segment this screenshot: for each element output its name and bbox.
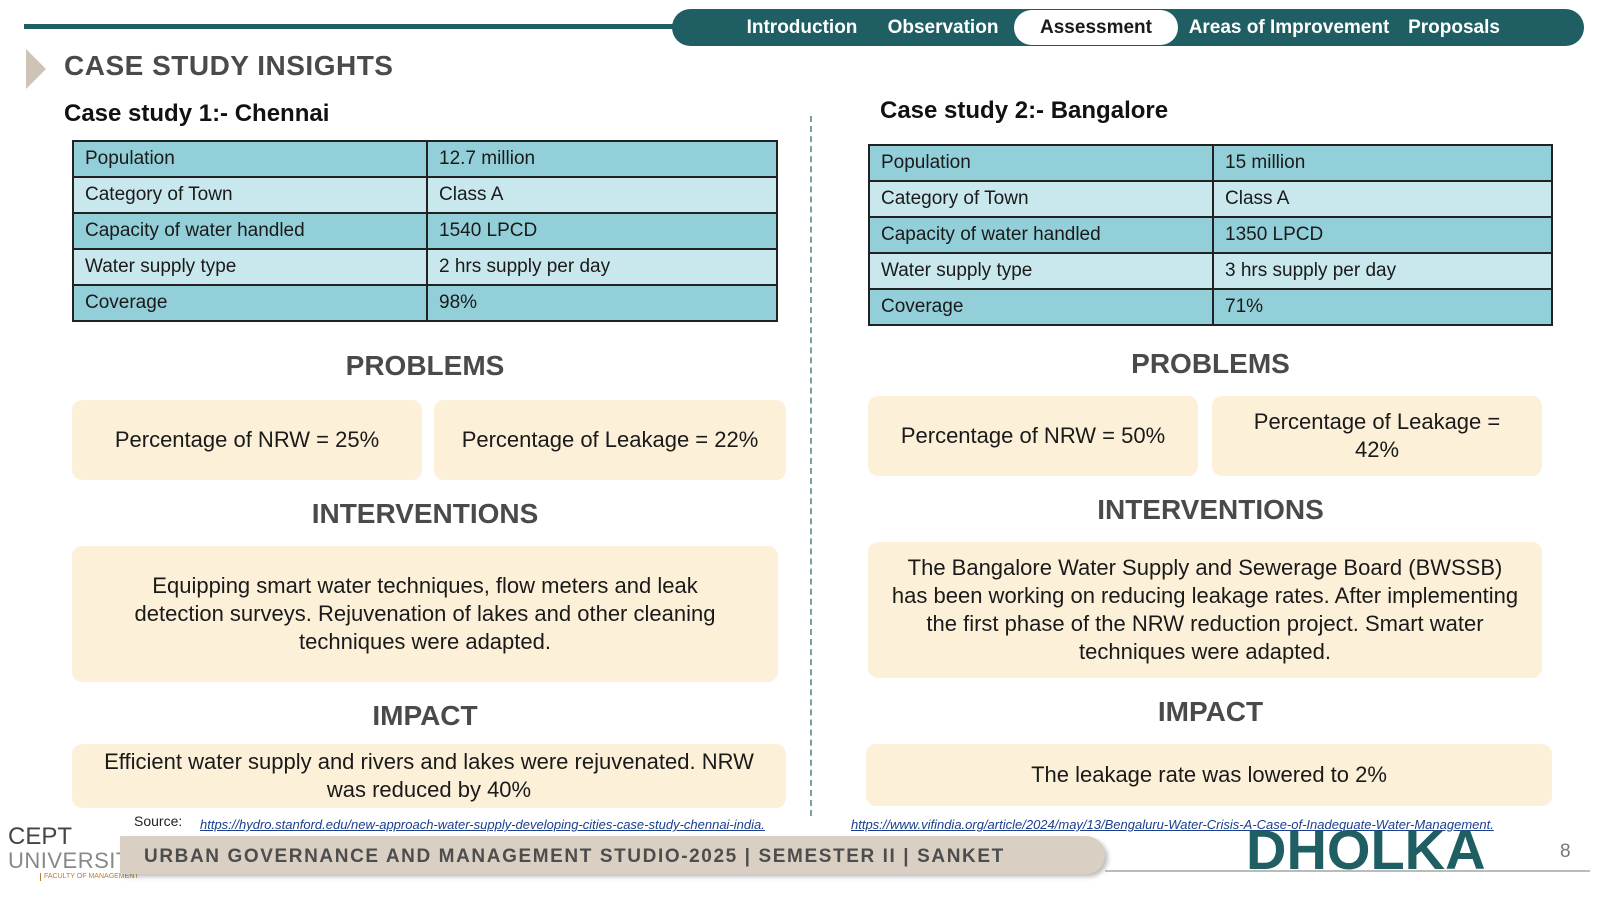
table-cell: 1350 LPCD <box>1212 216 1553 254</box>
case1-problem-leakage: Percentage of Leakage = 22% <box>434 400 786 480</box>
case2-problem-leakage: Percentage of Leakage = 42% <box>1212 396 1542 476</box>
case1-title: Case study 1:- Chennai <box>64 100 330 127</box>
page-title: CASE STUDY INSIGHTS <box>64 50 394 81</box>
case2-interventions-heading: INTERVENTIONS <box>1097 494 1324 525</box>
footer-text: URBAN GOVERNANCE AND MANAGEMENT STUDIO-2… <box>144 846 1005 867</box>
table-cell: Population <box>72 140 428 178</box>
case1-impact-heading: IMPACT <box>372 700 478 731</box>
source-link-bangalore[interactable]: https://www.vifindia.org/article/2024/ma… <box>851 817 1494 832</box>
case1-interventions-heading: INTERVENTIONS <box>311 498 539 529</box>
footer-band <box>120 836 1105 874</box>
table-cell: Water supply type <box>868 252 1214 290</box>
table-cell: Capacity of water handled <box>868 216 1214 254</box>
source-label: Source: <box>134 813 183 829</box>
case2-interventions-box: The Bangalore Water Supply and Sewerage … <box>868 542 1542 678</box>
table-row: Capacity of water handled 1540 LPCD <box>72 212 778 250</box>
logo-faculty: FACULTY OF MANAGEMENT <box>40 873 139 881</box>
column-divider <box>810 116 812 816</box>
nav-areas-of-improvement[interactable]: Areas of Improvement <box>1188 17 1390 38</box>
case1-interventions-box: Equipping smart water techniques, flow m… <box>72 546 778 682</box>
table-cell: Coverage <box>868 288 1214 326</box>
case2-problems-heading: PROBLEMS <box>1131 348 1290 379</box>
table-row: Capacity of water handled 1350 LPCD <box>868 216 1553 254</box>
table-cell: Water supply type <box>72 248 428 286</box>
footer-rule <box>1105 870 1590 872</box>
table-cell: Coverage <box>72 284 428 322</box>
table-row: Coverage 71% <box>868 288 1553 326</box>
table-cell: 1540 LPCD <box>426 212 778 250</box>
nav-introduction[interactable]: Introduction <box>746 17 858 38</box>
title-arrow-icon <box>26 49 46 89</box>
table-cell: 2 hrs supply per day <box>426 248 778 286</box>
table-row: Population 12.7 million <box>72 140 778 178</box>
case1-problem-nrw: Percentage of NRW = 25% <box>72 400 422 480</box>
case2-table: Population 15 million Category of Town Cla… <box>868 144 1553 326</box>
nav-observation[interactable]: Observation <box>887 17 999 38</box>
case2-impact-box: The leakage rate was lowered to 2% <box>866 744 1552 806</box>
table-cell: 12.7 million <box>426 140 778 178</box>
table-cell: Category of Town <box>72 176 428 214</box>
case2-impact-heading: IMPACT <box>1157 696 1264 727</box>
header-rule <box>24 24 684 29</box>
section-nav: Introduction Observation Assessment Area… <box>672 9 1584 46</box>
page-number: 8 <box>1560 841 1571 862</box>
table-row: Category of Town Class A <box>72 176 778 214</box>
table-cell: 3 hrs supply per day <box>1212 252 1553 290</box>
table-cell: Class A <box>1212 180 1553 218</box>
table-cell: Category of Town <box>868 180 1214 218</box>
table-cell: 98% <box>426 284 778 322</box>
table-row: Coverage 98% <box>72 284 778 322</box>
table-row: Category of Town Class A <box>868 180 1553 218</box>
nav-assessment[interactable]: Assessment <box>1014 10 1178 45</box>
table-cell: 15 million <box>1212 144 1553 182</box>
case1-impact-box: Efficient water supply and rivers and la… <box>72 744 786 808</box>
logo-cept: CEPT <box>8 823 73 850</box>
case1-problems-heading: PROBLEMS <box>345 350 505 381</box>
brand-title: DHOLKA <box>1246 818 1486 881</box>
table-cell: Population <box>868 144 1214 182</box>
table-row: Water supply type 3 hrs supply per day <box>868 252 1553 290</box>
source-link-chennai[interactable]: https://hydro.stanford.edu/new-approach-… <box>200 817 765 832</box>
case2-title: Case study 2:- Bangalore <box>880 97 1169 124</box>
table-row: Water supply type 2 hrs supply per day <box>72 248 778 286</box>
case1-table: Population 12.7 million Category of Town C… <box>72 140 778 322</box>
table-cell: Class A <box>426 176 778 214</box>
table-cell: Capacity of water handled <box>72 212 428 250</box>
nav-proposals[interactable]: Proposals <box>1408 17 1500 38</box>
table-cell: 71% <box>1212 288 1553 326</box>
case2-problem-nrw: Percentage of NRW = 50% <box>868 396 1198 476</box>
table-row: Population 15 million <box>868 144 1553 182</box>
